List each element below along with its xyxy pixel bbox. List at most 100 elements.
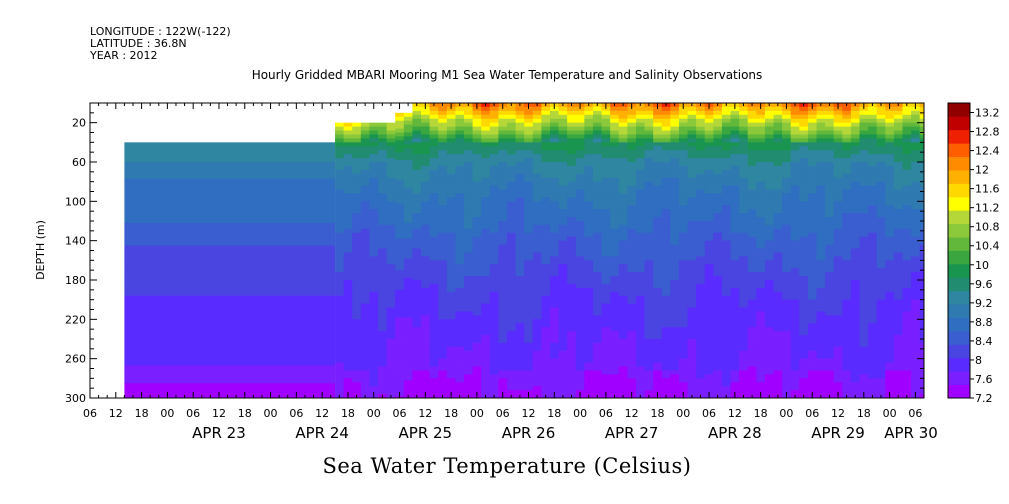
heatmap-cell (833, 307, 843, 313)
heatmap-cell (558, 299, 568, 305)
heatmap-cell (489, 252, 500, 257)
heatmap-cell (584, 232, 594, 238)
heatmap-cell (412, 110, 422, 116)
heatmap-cell (618, 205, 628, 210)
heatmap-cell (627, 236, 637, 242)
heatmap-cell (876, 370, 886, 375)
heatmap-cell (412, 209, 422, 214)
heatmap-cell (739, 154, 749, 159)
heatmap-cell (558, 260, 568, 265)
heatmap-cell (575, 264, 585, 269)
heatmap-cell (498, 228, 508, 234)
heatmap-cell (661, 185, 671, 191)
heatmap-cell (696, 118, 706, 124)
heatmap-cell (515, 110, 525, 116)
heatmap-cell (833, 122, 843, 128)
heatmap-cell (429, 323, 439, 328)
heatmap-cell (704, 283, 714, 289)
heatmap-cell (386, 358, 396, 364)
heatmap-cell (799, 165, 809, 171)
heatmap-cell (893, 209, 904, 214)
heatmap-cell (696, 350, 706, 356)
heatmap-cell (575, 323, 585, 328)
heatmap-cell (515, 354, 525, 360)
heatmap-cell (773, 185, 783, 191)
heatmap-cell (455, 272, 465, 277)
heatmap-cell (618, 209, 628, 214)
heatmap-cell (842, 142, 852, 147)
heatmap-cell (472, 374, 482, 379)
heatmap-cell (876, 158, 886, 163)
heatmap-cell (558, 374, 568, 379)
heatmap-cell (635, 374, 646, 379)
heatmap-cell (661, 335, 671, 340)
heatmap-cell (661, 224, 671, 230)
heatmap-cell (764, 331, 775, 336)
heatmap-cell (902, 217, 912, 222)
heatmap-cell (799, 307, 809, 313)
heatmap-cell (541, 201, 551, 206)
heatmap-cell (661, 126, 671, 132)
heatmap-cell (790, 346, 800, 352)
heatmap-cell (756, 158, 766, 163)
heatmap-cell (343, 134, 353, 139)
heatmap-cell (635, 366, 646, 372)
heatmap-cell (395, 274, 405, 279)
heatmap-cell (799, 126, 809, 132)
heatmap-cell (352, 307, 362, 313)
heatmap-cell (610, 291, 620, 297)
heatmap-cell (627, 244, 637, 250)
heatmap-cell (902, 268, 912, 273)
heatmap-cell (403, 262, 414, 267)
heatmap-cell (721, 287, 732, 293)
heatmap-cell (773, 291, 783, 297)
heatmap-cell (532, 287, 542, 293)
heatmap-cell (859, 342, 869, 348)
heatmap-cell (472, 386, 482, 391)
heatmap-cell (498, 295, 508, 301)
heatmap-cell (721, 197, 732, 202)
heatmap-cell (489, 162, 500, 167)
heatmap-cell (893, 173, 904, 179)
heatmap-cell (592, 335, 603, 340)
heatmap-cell (885, 307, 895, 313)
heatmap-cell (592, 386, 603, 391)
heatmap-cell (532, 252, 542, 257)
heatmap-cell (541, 248, 551, 254)
heatmap-cell (378, 323, 388, 328)
heatmap-cell (807, 154, 818, 159)
heatmap-cell (610, 185, 620, 191)
heatmap-cell (893, 232, 904, 238)
heatmap-cell (644, 205, 654, 210)
heatmap-cell (773, 390, 783, 395)
heatmap-cell (687, 169, 697, 175)
heatmap-cell (378, 158, 388, 163)
heatmap-cell (464, 378, 474, 383)
heatmap-cell (653, 256, 663, 261)
heatmap-cell (352, 221, 362, 226)
heatmap-cell (687, 331, 697, 336)
heatmap-cell (498, 118, 508, 124)
heatmap-cell (807, 283, 818, 289)
heatmap-cell (489, 177, 500, 183)
heatmap-cell (601, 142, 611, 147)
heatmap-cell (816, 323, 826, 328)
heatmap-cell (696, 165, 706, 171)
heatmap-cell (678, 382, 689, 387)
heatmap-cell (713, 299, 723, 305)
heatmap-cell (893, 354, 904, 360)
heatmap-cell (635, 221, 646, 226)
heatmap-cell (687, 146, 697, 151)
heatmap-cell (902, 378, 912, 383)
heatmap-cell (678, 374, 689, 379)
heatmap-cell (343, 291, 353, 297)
heatmap-cell (412, 106, 422, 112)
heatmap-cell (403, 230, 414, 236)
heatmap-cell (352, 350, 362, 356)
heatmap-cell (378, 378, 388, 383)
heatmap-cell (592, 319, 603, 324)
heatmap-cell (524, 280, 534, 285)
heatmap-cell (489, 150, 500, 155)
heatmap-cell (489, 323, 500, 328)
heatmap-cell (481, 244, 491, 250)
